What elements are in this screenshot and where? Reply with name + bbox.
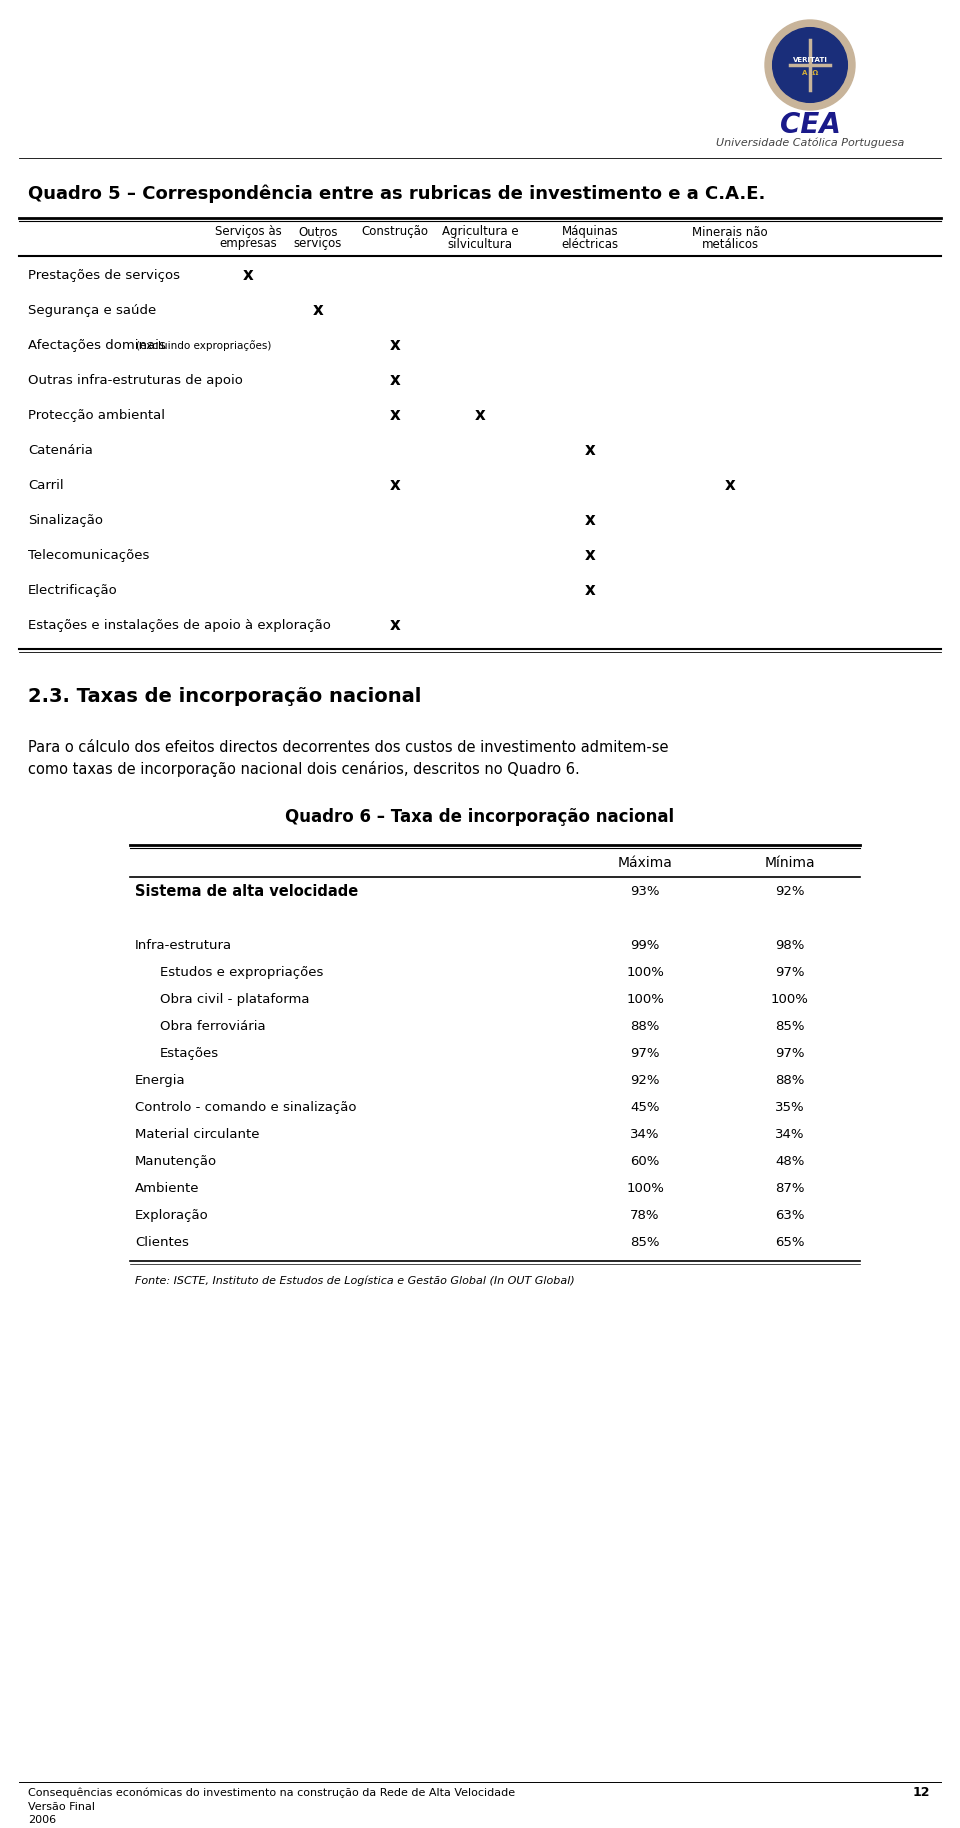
Text: Manutenção: Manutenção bbox=[135, 1155, 217, 1168]
Text: 100%: 100% bbox=[626, 993, 664, 1007]
Text: Consequências económicas do investimento na construção da Rede de Alta Velocidad: Consequências económicas do investimento… bbox=[28, 1788, 516, 1799]
Text: VERITATI: VERITATI bbox=[793, 57, 828, 62]
Text: 92%: 92% bbox=[631, 1075, 660, 1088]
Text: 2.3. Taxas de incorporação nacional: 2.3. Taxas de incorporação nacional bbox=[28, 687, 421, 706]
Text: (excluindo expropriações): (excluindo expropriações) bbox=[136, 340, 272, 351]
Text: metálicos: metálicos bbox=[702, 238, 758, 250]
Text: x: x bbox=[725, 477, 735, 494]
Text: 97%: 97% bbox=[776, 967, 804, 980]
Text: 87%: 87% bbox=[776, 1183, 804, 1196]
Text: Material circulante: Material circulante bbox=[135, 1128, 259, 1141]
Text: x: x bbox=[390, 371, 400, 389]
Text: A  Ω: A Ω bbox=[802, 69, 818, 77]
Text: Electrificação: Electrificação bbox=[28, 583, 118, 596]
Text: eléctricas: eléctricas bbox=[562, 238, 618, 250]
Text: 2006: 2006 bbox=[28, 1815, 56, 1824]
Circle shape bbox=[773, 27, 848, 102]
Text: Fonte: ISCTE, Instituto de Estudos de Logística e Gestão Global (In OUT Global): Fonte: ISCTE, Instituto de Estudos de Lo… bbox=[135, 1276, 575, 1287]
Text: Quadro 6 – Taxa de incorporação nacional: Quadro 6 – Taxa de incorporação nacional bbox=[285, 808, 675, 826]
Text: Clientes: Clientes bbox=[135, 1236, 189, 1249]
Text: x: x bbox=[243, 267, 253, 283]
Text: 100%: 100% bbox=[626, 1183, 664, 1196]
Text: Para o cálculo dos efeitos directos decorrentes dos custos de investimento admit: Para o cálculo dos efeitos directos deco… bbox=[28, 740, 668, 755]
Text: x: x bbox=[390, 616, 400, 634]
Text: 97%: 97% bbox=[631, 1047, 660, 1060]
Text: Catenária: Catenária bbox=[28, 444, 93, 457]
Text: Sinalização: Sinalização bbox=[28, 514, 103, 526]
Text: Obra civil - plataforma: Obra civil - plataforma bbox=[160, 993, 309, 1007]
Text: 45%: 45% bbox=[631, 1100, 660, 1115]
Text: 88%: 88% bbox=[776, 1075, 804, 1088]
Text: 85%: 85% bbox=[776, 1020, 804, 1033]
Text: x: x bbox=[390, 406, 400, 424]
Text: x: x bbox=[585, 547, 595, 565]
Text: 98%: 98% bbox=[776, 940, 804, 952]
Text: 100%: 100% bbox=[626, 967, 664, 980]
Text: x: x bbox=[585, 441, 595, 459]
Text: 63%: 63% bbox=[776, 1210, 804, 1223]
Text: serviços: serviços bbox=[294, 238, 342, 250]
Text: Estações: Estações bbox=[160, 1047, 219, 1060]
Text: 88%: 88% bbox=[631, 1020, 660, 1033]
Text: x: x bbox=[474, 406, 486, 424]
Text: Máxima: Máxima bbox=[617, 856, 672, 870]
Text: 48%: 48% bbox=[776, 1155, 804, 1168]
Text: 65%: 65% bbox=[776, 1236, 804, 1249]
Text: Construção: Construção bbox=[362, 225, 428, 238]
Text: Energia: Energia bbox=[135, 1075, 185, 1088]
Text: CEA: CEA bbox=[780, 112, 840, 139]
Text: Versão Final: Versão Final bbox=[28, 1802, 95, 1812]
Text: x: x bbox=[313, 302, 324, 320]
Text: Protecção ambiental: Protecção ambiental bbox=[28, 409, 165, 422]
Text: 92%: 92% bbox=[776, 885, 804, 898]
Text: Quadro 5 – Correspondência entre as rubricas de investimento e a C.A.E.: Quadro 5 – Correspondência entre as rubr… bbox=[28, 185, 765, 203]
Text: 85%: 85% bbox=[631, 1236, 660, 1249]
Text: Agricultura e: Agricultura e bbox=[442, 225, 518, 238]
Text: Afectações dominais: Afectações dominais bbox=[28, 338, 170, 351]
Text: Exploração: Exploração bbox=[135, 1210, 208, 1223]
Text: x: x bbox=[585, 512, 595, 530]
Text: 93%: 93% bbox=[631, 885, 660, 898]
Text: Serviços às: Serviços às bbox=[215, 225, 281, 238]
Text: Mínima: Mínima bbox=[765, 856, 815, 870]
Text: Obra ferroviária: Obra ferroviária bbox=[160, 1020, 266, 1033]
Text: Outras infra-estruturas de apoio: Outras infra-estruturas de apoio bbox=[28, 373, 243, 388]
Text: Prestações de serviços: Prestações de serviços bbox=[28, 269, 180, 282]
Circle shape bbox=[765, 20, 855, 110]
Text: como taxas de incorporação nacional dois cenários, descritos no Quadro 6.: como taxas de incorporação nacional dois… bbox=[28, 760, 580, 777]
Text: x: x bbox=[390, 477, 400, 494]
Text: silvicultura: silvicultura bbox=[447, 238, 513, 250]
Text: 78%: 78% bbox=[631, 1210, 660, 1223]
Text: Estudos e expropriações: Estudos e expropriações bbox=[160, 967, 324, 980]
Text: Controlo - comando e sinalização: Controlo - comando e sinalização bbox=[135, 1100, 356, 1115]
Text: 34%: 34% bbox=[776, 1128, 804, 1141]
Text: Infra-estrutura: Infra-estrutura bbox=[135, 940, 232, 952]
Text: Máquinas: Máquinas bbox=[562, 225, 618, 238]
Text: 35%: 35% bbox=[775, 1100, 804, 1115]
Text: Carril: Carril bbox=[28, 479, 63, 492]
Text: Estações e instalações de apoio à exploração: Estações e instalações de apoio à explor… bbox=[28, 618, 331, 632]
Text: x: x bbox=[390, 336, 400, 355]
Text: 34%: 34% bbox=[631, 1128, 660, 1141]
Text: 100%: 100% bbox=[771, 993, 809, 1007]
Text: 99%: 99% bbox=[631, 940, 660, 952]
Text: empresas: empresas bbox=[219, 238, 276, 250]
Text: Universidade Católica Portuguesa: Universidade Católica Portuguesa bbox=[716, 137, 904, 148]
Text: x: x bbox=[585, 581, 595, 600]
Text: Outros: Outros bbox=[299, 225, 338, 238]
Text: Ambiente: Ambiente bbox=[135, 1183, 200, 1196]
Text: Telecomunicações: Telecomunicações bbox=[28, 548, 150, 561]
Text: 97%: 97% bbox=[776, 1047, 804, 1060]
Text: 60%: 60% bbox=[631, 1155, 660, 1168]
Text: Segurança e saúde: Segurança e saúde bbox=[28, 303, 156, 316]
Text: Sistema de alta velocidade: Sistema de alta velocidade bbox=[135, 885, 358, 899]
Text: 12: 12 bbox=[913, 1786, 930, 1799]
Text: Minerais não: Minerais não bbox=[692, 225, 768, 238]
